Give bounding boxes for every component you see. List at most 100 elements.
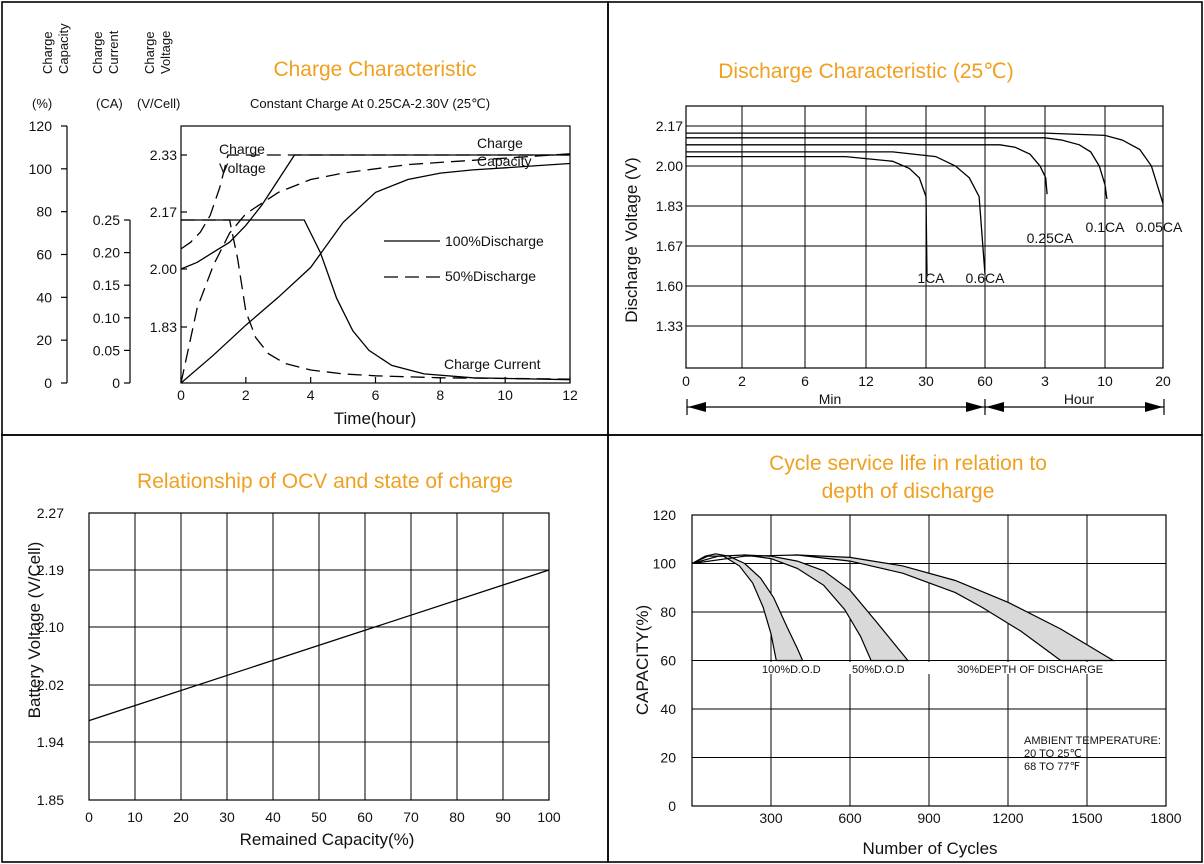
- y1-tick-0: 0: [44, 375, 52, 391]
- y2-tick-0: 0: [112, 375, 120, 391]
- chart4-y-tick-60: 60: [660, 653, 676, 669]
- curve-capacity-50: [180, 153, 571, 384]
- ambient-note-line2: 20 TO 25℃: [1024, 748, 1082, 760]
- y1-tick-20: 20: [36, 332, 52, 348]
- band-label-backdrop: [700, 662, 1140, 674]
- group-label-min: Min: [819, 391, 842, 407]
- y2-tick-0.15: 0.15: [93, 277, 120, 293]
- discharge-curve-0.6CA: [686, 151, 986, 275]
- group-label-hour: Hour: [1064, 391, 1095, 407]
- chart3-y-tick-2.10: 2.10: [37, 619, 64, 635]
- arrow-min-right: [966, 402, 984, 412]
- chart4-y-tick-80: 80: [660, 604, 676, 620]
- chart2-y-tick-1.67: 1.67: [656, 238, 683, 254]
- y1-tick-120: 120: [29, 118, 53, 134]
- curve-voltage-50: [180, 154, 570, 250]
- chart4-title-line2: depth of discharge: [822, 480, 995, 503]
- chart2-x-tick-3: 12: [858, 373, 874, 389]
- chart3-x-tick-90: 90: [495, 809, 511, 825]
- y3-tick-2.17: 2.17: [150, 204, 177, 220]
- chart2-y-tick-2.17: 2.17: [656, 118, 683, 134]
- discharge-curve-0.25CA: [686, 144, 1048, 195]
- discharge-curve-0.05CA: [686, 132, 1164, 204]
- y3-tick-2.33: 2.33: [150, 147, 177, 163]
- chart1-x-label: Time(hour): [334, 409, 417, 428]
- annotation-charge-voltage-2: Voltage: [219, 160, 266, 176]
- y3-unit: (V/Cell): [137, 96, 180, 111]
- chart4-y-tick-20: 20: [660, 750, 676, 766]
- arrow-hour-left: [986, 402, 1004, 412]
- chart2-x-tick-0: 0: [682, 373, 690, 389]
- discharge-label-0.05CA: 0.05CA: [1136, 219, 1183, 235]
- chart2-x-tick-2: 6: [801, 373, 809, 389]
- cycle-band-0: [691, 553, 804, 662]
- ocv-line: [88, 569, 550, 722]
- cycle-life-chart: Cycle service life in relation to depth …: [633, 452, 1182, 858]
- chart3-x-tick-70: 70: [403, 809, 419, 825]
- discharge-curve-0.1CA: [686, 137, 1108, 199]
- chart4-x-tick-900: 900: [917, 810, 941, 826]
- chart3-y-tick-2.19: 2.19: [37, 562, 64, 578]
- chart3-y-tick-1.85: 1.85: [37, 792, 64, 808]
- chart2-x-tick-6: 3: [1041, 373, 1049, 389]
- chart3-x-tick-20: 20: [173, 809, 189, 825]
- arrow-hour-right: [1145, 402, 1163, 412]
- chart4-x-tick-1800: 1800: [1150, 810, 1181, 826]
- y1-tick-60: 60: [36, 247, 52, 263]
- discharge-label-1CA: 1CA: [917, 270, 945, 286]
- curve-capacity-100: [180, 162, 571, 384]
- band-label-100dod: 100%D.O.D: [762, 664, 821, 676]
- curve-current-50: [181, 219, 571, 380]
- y1-header-line2: Capacity: [56, 23, 71, 74]
- chart4-x-label: Number of Cycles: [862, 839, 997, 858]
- chart3-x-tick-60: 60: [357, 809, 373, 825]
- annotation-charge-capacity-2: Capacity: [477, 153, 531, 169]
- y3-header-line2: Voltage: [158, 31, 173, 74]
- chart3-x-tick-40: 40: [265, 809, 281, 825]
- chart1-x-tick-2: 2: [242, 387, 250, 403]
- chart2-x-tick-7: 10: [1097, 373, 1113, 389]
- chart2-x-tick-1: 2: [738, 373, 746, 389]
- annotation-charge-current: Charge Current: [444, 356, 541, 372]
- chart1-x-tick-0: 0: [177, 387, 185, 403]
- charge-characteristic-chart: Charge Characteristic Constant Charge At…: [29, 23, 578, 428]
- chart4-y-tick-120: 120: [653, 507, 677, 523]
- discharge-curve-1CA: [686, 155, 928, 275]
- chart3-x-tick-80: 80: [449, 809, 465, 825]
- chart2-y-label: Discharge Voltage (V): [622, 157, 641, 322]
- chart4-x-tick-300: 300: [759, 810, 783, 826]
- chart4-x-tick-1500: 1500: [1071, 810, 1102, 826]
- chart4-y-tick-40: 40: [660, 701, 676, 717]
- chart3-x-tick-0: 0: [85, 809, 93, 825]
- chart3-title: Relationship of OCV and state of charge: [137, 470, 513, 493]
- discharge-label-0.6CA: 0.6CA: [966, 270, 1006, 286]
- arrow-min-left: [688, 402, 706, 412]
- chart1-subtitle: Constant Charge At 0.25CA-2.30V (25℃): [250, 96, 490, 111]
- y2-unit: (CA): [96, 96, 123, 111]
- cycle-band-2: [691, 554, 1116, 662]
- legend-100-discharge: 100%Discharge: [445, 233, 544, 249]
- cycle-band-1: [691, 554, 910, 662]
- y1-tick-80: 80: [36, 204, 52, 220]
- discharge-characteristic-chart: Discharge Characteristic (25℃) Discharge…: [622, 60, 1183, 415]
- chart2-title: Discharge Characteristic (25℃): [718, 60, 1014, 83]
- annotation-charge-voltage-1: Charge: [219, 141, 265, 157]
- chart4-x-tick-600: 600: [838, 810, 862, 826]
- chart3-x-tick-10: 10: [127, 809, 143, 825]
- chart2-x-tick-5: 60: [977, 373, 993, 389]
- y2-tick-0.10: 0.10: [93, 310, 120, 326]
- chart2-y-tick-2.00: 2.00: [656, 158, 683, 174]
- chart3-y-tick-1.94: 1.94: [37, 734, 64, 750]
- panel-cycle-life: [607, 434, 1203, 863]
- chart1-x-tick-4: 4: [307, 387, 315, 403]
- panel-ocv-relationship: [1, 434, 609, 863]
- y3-header-line1: Charge: [142, 31, 157, 74]
- chart4-x-tick-1200: 1200: [992, 810, 1023, 826]
- y2-tick-0.20: 0.20: [93, 245, 120, 261]
- band-label-50dod: 50%D.O.D: [852, 664, 905, 676]
- chart3-x-tick-30: 30: [219, 809, 235, 825]
- ocv-relationship-chart: Relationship of OCV and state of charge …: [25, 470, 561, 849]
- chart1-x-tick-12: 12: [562, 387, 578, 403]
- chart3-y-label: Battery Voltage (V/Cell): [25, 542, 44, 719]
- chart1-x-tick-6: 6: [372, 387, 380, 403]
